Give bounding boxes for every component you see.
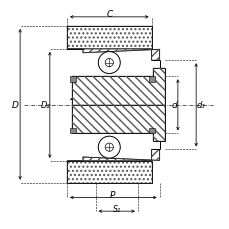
Circle shape xyxy=(105,59,113,67)
Text: D: D xyxy=(12,101,19,110)
Text: D₂: D₂ xyxy=(40,101,50,110)
Polygon shape xyxy=(67,150,159,161)
Text: P: P xyxy=(109,190,115,199)
Polygon shape xyxy=(148,77,154,83)
Polygon shape xyxy=(148,128,154,134)
Polygon shape xyxy=(71,105,165,142)
Polygon shape xyxy=(67,50,159,61)
Text: d: d xyxy=(170,101,176,110)
Polygon shape xyxy=(67,161,151,183)
Polygon shape xyxy=(71,69,165,105)
Text: C: C xyxy=(106,10,112,19)
Polygon shape xyxy=(67,27,151,50)
Polygon shape xyxy=(69,77,75,83)
Circle shape xyxy=(98,136,120,158)
Circle shape xyxy=(98,52,120,74)
Text: B₁: B₁ xyxy=(105,93,114,101)
Text: S₁: S₁ xyxy=(112,204,120,213)
Polygon shape xyxy=(69,128,75,134)
Circle shape xyxy=(105,143,113,152)
Text: d₃: d₃ xyxy=(196,101,205,110)
